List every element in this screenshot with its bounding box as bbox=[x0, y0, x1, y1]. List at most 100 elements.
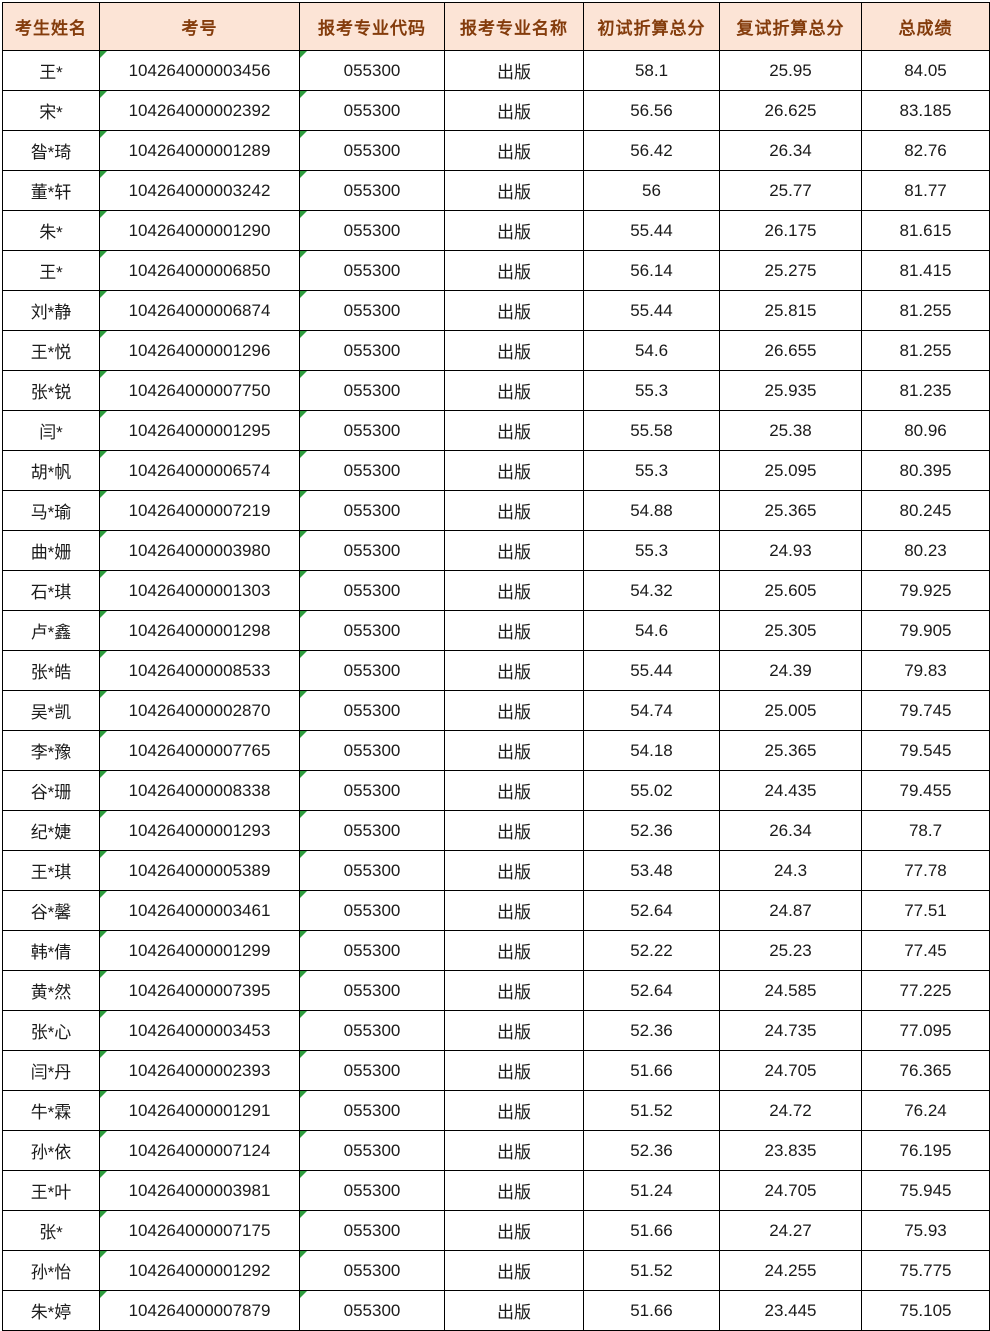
cell-exam-no[interactable]: 104264000003242 bbox=[99, 170, 300, 211]
cell-exam-no[interactable]: 104264000002393 bbox=[99, 1050, 300, 1091]
cell-initial-score[interactable]: 56.56 bbox=[583, 90, 720, 131]
cell-total-score[interactable]: 76.24 bbox=[861, 1090, 990, 1131]
cell-initial-score[interactable]: 52.36 bbox=[583, 810, 720, 851]
cell-initial-score[interactable]: 52.36 bbox=[583, 1010, 720, 1051]
cell-name[interactable]: 宋* bbox=[2, 90, 100, 131]
cell-major-code[interactable]: 055300 bbox=[299, 330, 445, 371]
cell-retest-score[interactable]: 24.3 bbox=[719, 850, 862, 891]
cell-major-code[interactable]: 055300 bbox=[299, 730, 445, 771]
cell-major-name[interactable]: 出版 bbox=[444, 1290, 584, 1331]
cell-initial-score[interactable]: 54.32 bbox=[583, 570, 720, 611]
cell-retest-score[interactable]: 24.735 bbox=[719, 1010, 862, 1051]
cell-name[interactable]: 牛*霖 bbox=[2, 1090, 100, 1131]
cell-major-code[interactable]: 055300 bbox=[299, 570, 445, 611]
cell-retest-score[interactable]: 25.365 bbox=[719, 730, 862, 771]
cell-name[interactable]: 王* bbox=[2, 50, 100, 91]
cell-exam-no[interactable]: 104264000006874 bbox=[99, 290, 300, 331]
cell-name[interactable]: 张*皓 bbox=[2, 650, 100, 691]
cell-exam-no[interactable]: 104264000001295 bbox=[99, 410, 300, 451]
cell-major-name[interactable]: 出版 bbox=[444, 490, 584, 531]
cell-retest-score[interactable]: 24.93 bbox=[719, 530, 862, 571]
cell-major-code[interactable]: 055300 bbox=[299, 1010, 445, 1051]
cell-retest-score[interactable]: 25.275 bbox=[719, 250, 862, 291]
cell-total-score[interactable]: 81.415 bbox=[861, 250, 990, 291]
cell-major-code[interactable]: 055300 bbox=[299, 970, 445, 1011]
cell-initial-score[interactable]: 51.52 bbox=[583, 1090, 720, 1131]
cell-exam-no[interactable]: 104264000007124 bbox=[99, 1130, 300, 1171]
cell-total-score[interactable]: 79.905 bbox=[861, 610, 990, 651]
cell-retest-score[interactable]: 24.72 bbox=[719, 1090, 862, 1131]
cell-name[interactable]: 石*琪 bbox=[2, 570, 100, 611]
cell-retest-score[interactable]: 25.005 bbox=[719, 690, 862, 731]
cell-name[interactable]: 纪*婕 bbox=[2, 810, 100, 851]
cell-exam-no[interactable]: 104264000001292 bbox=[99, 1250, 300, 1291]
cell-initial-score[interactable]: 55.3 bbox=[583, 370, 720, 411]
cell-name[interactable]: 张*心 bbox=[2, 1010, 100, 1051]
cell-major-code[interactable]: 055300 bbox=[299, 450, 445, 491]
cell-total-score[interactable]: 79.83 bbox=[861, 650, 990, 691]
cell-retest-score[interactable]: 26.655 bbox=[719, 330, 862, 371]
cell-exam-no[interactable]: 104264000001299 bbox=[99, 930, 300, 971]
cell-name[interactable]: 卢*鑫 bbox=[2, 610, 100, 651]
cell-total-score[interactable]: 82.76 bbox=[861, 130, 990, 171]
cell-major-code[interactable]: 055300 bbox=[299, 210, 445, 251]
cell-major-code[interactable]: 055300 bbox=[299, 130, 445, 171]
cell-major-code[interactable]: 055300 bbox=[299, 1050, 445, 1091]
cell-total-score[interactable]: 80.395 bbox=[861, 450, 990, 491]
cell-initial-score[interactable]: 52.22 bbox=[583, 930, 720, 971]
cell-major-code[interactable]: 055300 bbox=[299, 1170, 445, 1211]
cell-initial-score[interactable]: 56.42 bbox=[583, 130, 720, 171]
cell-major-name[interactable]: 出版 bbox=[444, 970, 584, 1011]
cell-major-code[interactable]: 055300 bbox=[299, 530, 445, 571]
cell-exam-no[interactable]: 104264000002870 bbox=[99, 690, 300, 731]
cell-major-name[interactable]: 出版 bbox=[444, 90, 584, 131]
cell-major-name[interactable]: 出版 bbox=[444, 1090, 584, 1131]
cell-exam-no[interactable]: 104264000007395 bbox=[99, 970, 300, 1011]
cell-exam-no[interactable]: 104264000003456 bbox=[99, 50, 300, 91]
cell-name[interactable]: 谷*馨 bbox=[2, 890, 100, 931]
cell-name[interactable]: 胡*帆 bbox=[2, 450, 100, 491]
cell-name[interactable]: 昝*琦 bbox=[2, 130, 100, 171]
cell-exam-no[interactable]: 104264000002392 bbox=[99, 90, 300, 131]
cell-total-score[interactable]: 78.7 bbox=[861, 810, 990, 851]
cell-major-name[interactable]: 出版 bbox=[444, 1250, 584, 1291]
cell-initial-score[interactable]: 55.3 bbox=[583, 530, 720, 571]
cell-major-name[interactable]: 出版 bbox=[444, 930, 584, 971]
cell-total-score[interactable]: 77.78 bbox=[861, 850, 990, 891]
cell-major-name[interactable]: 出版 bbox=[444, 130, 584, 171]
cell-major-code[interactable]: 055300 bbox=[299, 290, 445, 331]
cell-initial-score[interactable]: 51.66 bbox=[583, 1290, 720, 1331]
cell-exam-no[interactable]: 104264000001303 bbox=[99, 570, 300, 611]
cell-name[interactable]: 曲*姗 bbox=[2, 530, 100, 571]
cell-initial-score[interactable]: 51.52 bbox=[583, 1250, 720, 1291]
cell-initial-score[interactable]: 56 bbox=[583, 170, 720, 211]
cell-total-score[interactable]: 75.93 bbox=[861, 1210, 990, 1251]
cell-exam-no[interactable]: 104264000001298 bbox=[99, 610, 300, 651]
cell-major-code[interactable]: 055300 bbox=[299, 1250, 445, 1291]
cell-total-score[interactable]: 77.45 bbox=[861, 930, 990, 971]
cell-exam-no[interactable]: 104264000001289 bbox=[99, 130, 300, 171]
cell-exam-no[interactable]: 104264000007765 bbox=[99, 730, 300, 771]
cell-initial-score[interactable]: 54.6 bbox=[583, 610, 720, 651]
cell-major-name[interactable]: 出版 bbox=[444, 810, 584, 851]
cell-total-score[interactable]: 80.23 bbox=[861, 530, 990, 571]
cell-major-code[interactable]: 055300 bbox=[299, 770, 445, 811]
cell-major-code[interactable]: 055300 bbox=[299, 610, 445, 651]
cell-retest-score[interactable]: 25.365 bbox=[719, 490, 862, 531]
cell-major-code[interactable]: 055300 bbox=[299, 690, 445, 731]
cell-name[interactable]: 张*锐 bbox=[2, 370, 100, 411]
cell-initial-score[interactable]: 54.18 bbox=[583, 730, 720, 771]
cell-retest-score[interactable]: 24.585 bbox=[719, 970, 862, 1011]
cell-major-code[interactable]: 055300 bbox=[299, 890, 445, 931]
cell-major-name[interactable]: 出版 bbox=[444, 610, 584, 651]
cell-retest-score[interactable]: 26.34 bbox=[719, 810, 862, 851]
cell-exam-no[interactable]: 104264000007750 bbox=[99, 370, 300, 411]
cell-initial-score[interactable]: 53.48 bbox=[583, 850, 720, 891]
cell-major-name[interactable]: 出版 bbox=[444, 890, 584, 931]
cell-name[interactable]: 孙*依 bbox=[2, 1130, 100, 1171]
cell-major-code[interactable]: 055300 bbox=[299, 170, 445, 211]
cell-major-name[interactable]: 出版 bbox=[444, 530, 584, 571]
cell-major-code[interactable]: 055300 bbox=[299, 490, 445, 531]
cell-major-name[interactable]: 出版 bbox=[444, 1050, 584, 1091]
cell-exam-no[interactable]: 104264000001290 bbox=[99, 210, 300, 251]
